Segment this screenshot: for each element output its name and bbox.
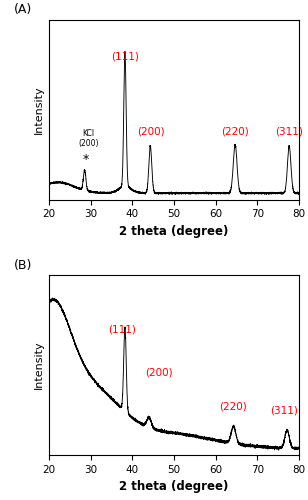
Y-axis label: Intensity: Intensity (34, 341, 44, 390)
Text: (111): (111) (108, 324, 136, 334)
Text: (B): (B) (14, 258, 33, 272)
Text: *: * (83, 152, 89, 166)
X-axis label: 2 theta (degree): 2 theta (degree) (119, 225, 229, 238)
Y-axis label: Intensity: Intensity (34, 86, 44, 134)
Text: (200): (200) (137, 127, 165, 137)
Text: (311): (311) (275, 127, 303, 137)
Text: (220): (220) (219, 401, 247, 411)
X-axis label: 2 theta (degree): 2 theta (degree) (119, 480, 229, 494)
Text: (311): (311) (270, 406, 298, 415)
Text: (111): (111) (111, 52, 139, 62)
Text: (220): (220) (221, 127, 249, 137)
Text: (200): (200) (145, 368, 172, 378)
Text: (A): (A) (14, 4, 33, 16)
Text: KCl
(200): KCl (200) (79, 129, 99, 148)
